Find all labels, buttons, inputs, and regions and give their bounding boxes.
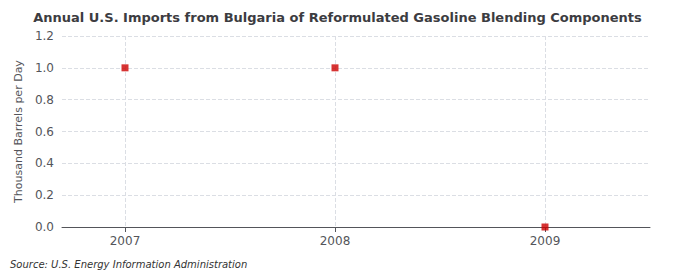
- svg-text:Thousand Barrels per Day: Thousand Barrels per Day: [12, 60, 25, 204]
- svg-text:2008: 2008: [320, 234, 351, 248]
- svg-text:2007: 2007: [110, 234, 141, 248]
- svg-text:2009: 2009: [530, 234, 561, 248]
- svg-text:Source: U.S. Energy Informatio: Source: U.S. Energy Information Administ…: [10, 259, 247, 270]
- svg-text:1.0: 1.0: [35, 61, 54, 75]
- svg-text:1.2: 1.2: [35, 29, 54, 43]
- svg-text:0.0: 0.0: [35, 220, 54, 234]
- svg-text:0.4: 0.4: [35, 156, 54, 170]
- svg-text:0.8: 0.8: [35, 93, 54, 107]
- svg-text:0.2: 0.2: [35, 188, 54, 202]
- svg-text:Annual U.S. Imports from Bulga: Annual U.S. Imports from Bulgaria of Ref…: [33, 10, 642, 25]
- svg-text:0.6: 0.6: [35, 125, 54, 139]
